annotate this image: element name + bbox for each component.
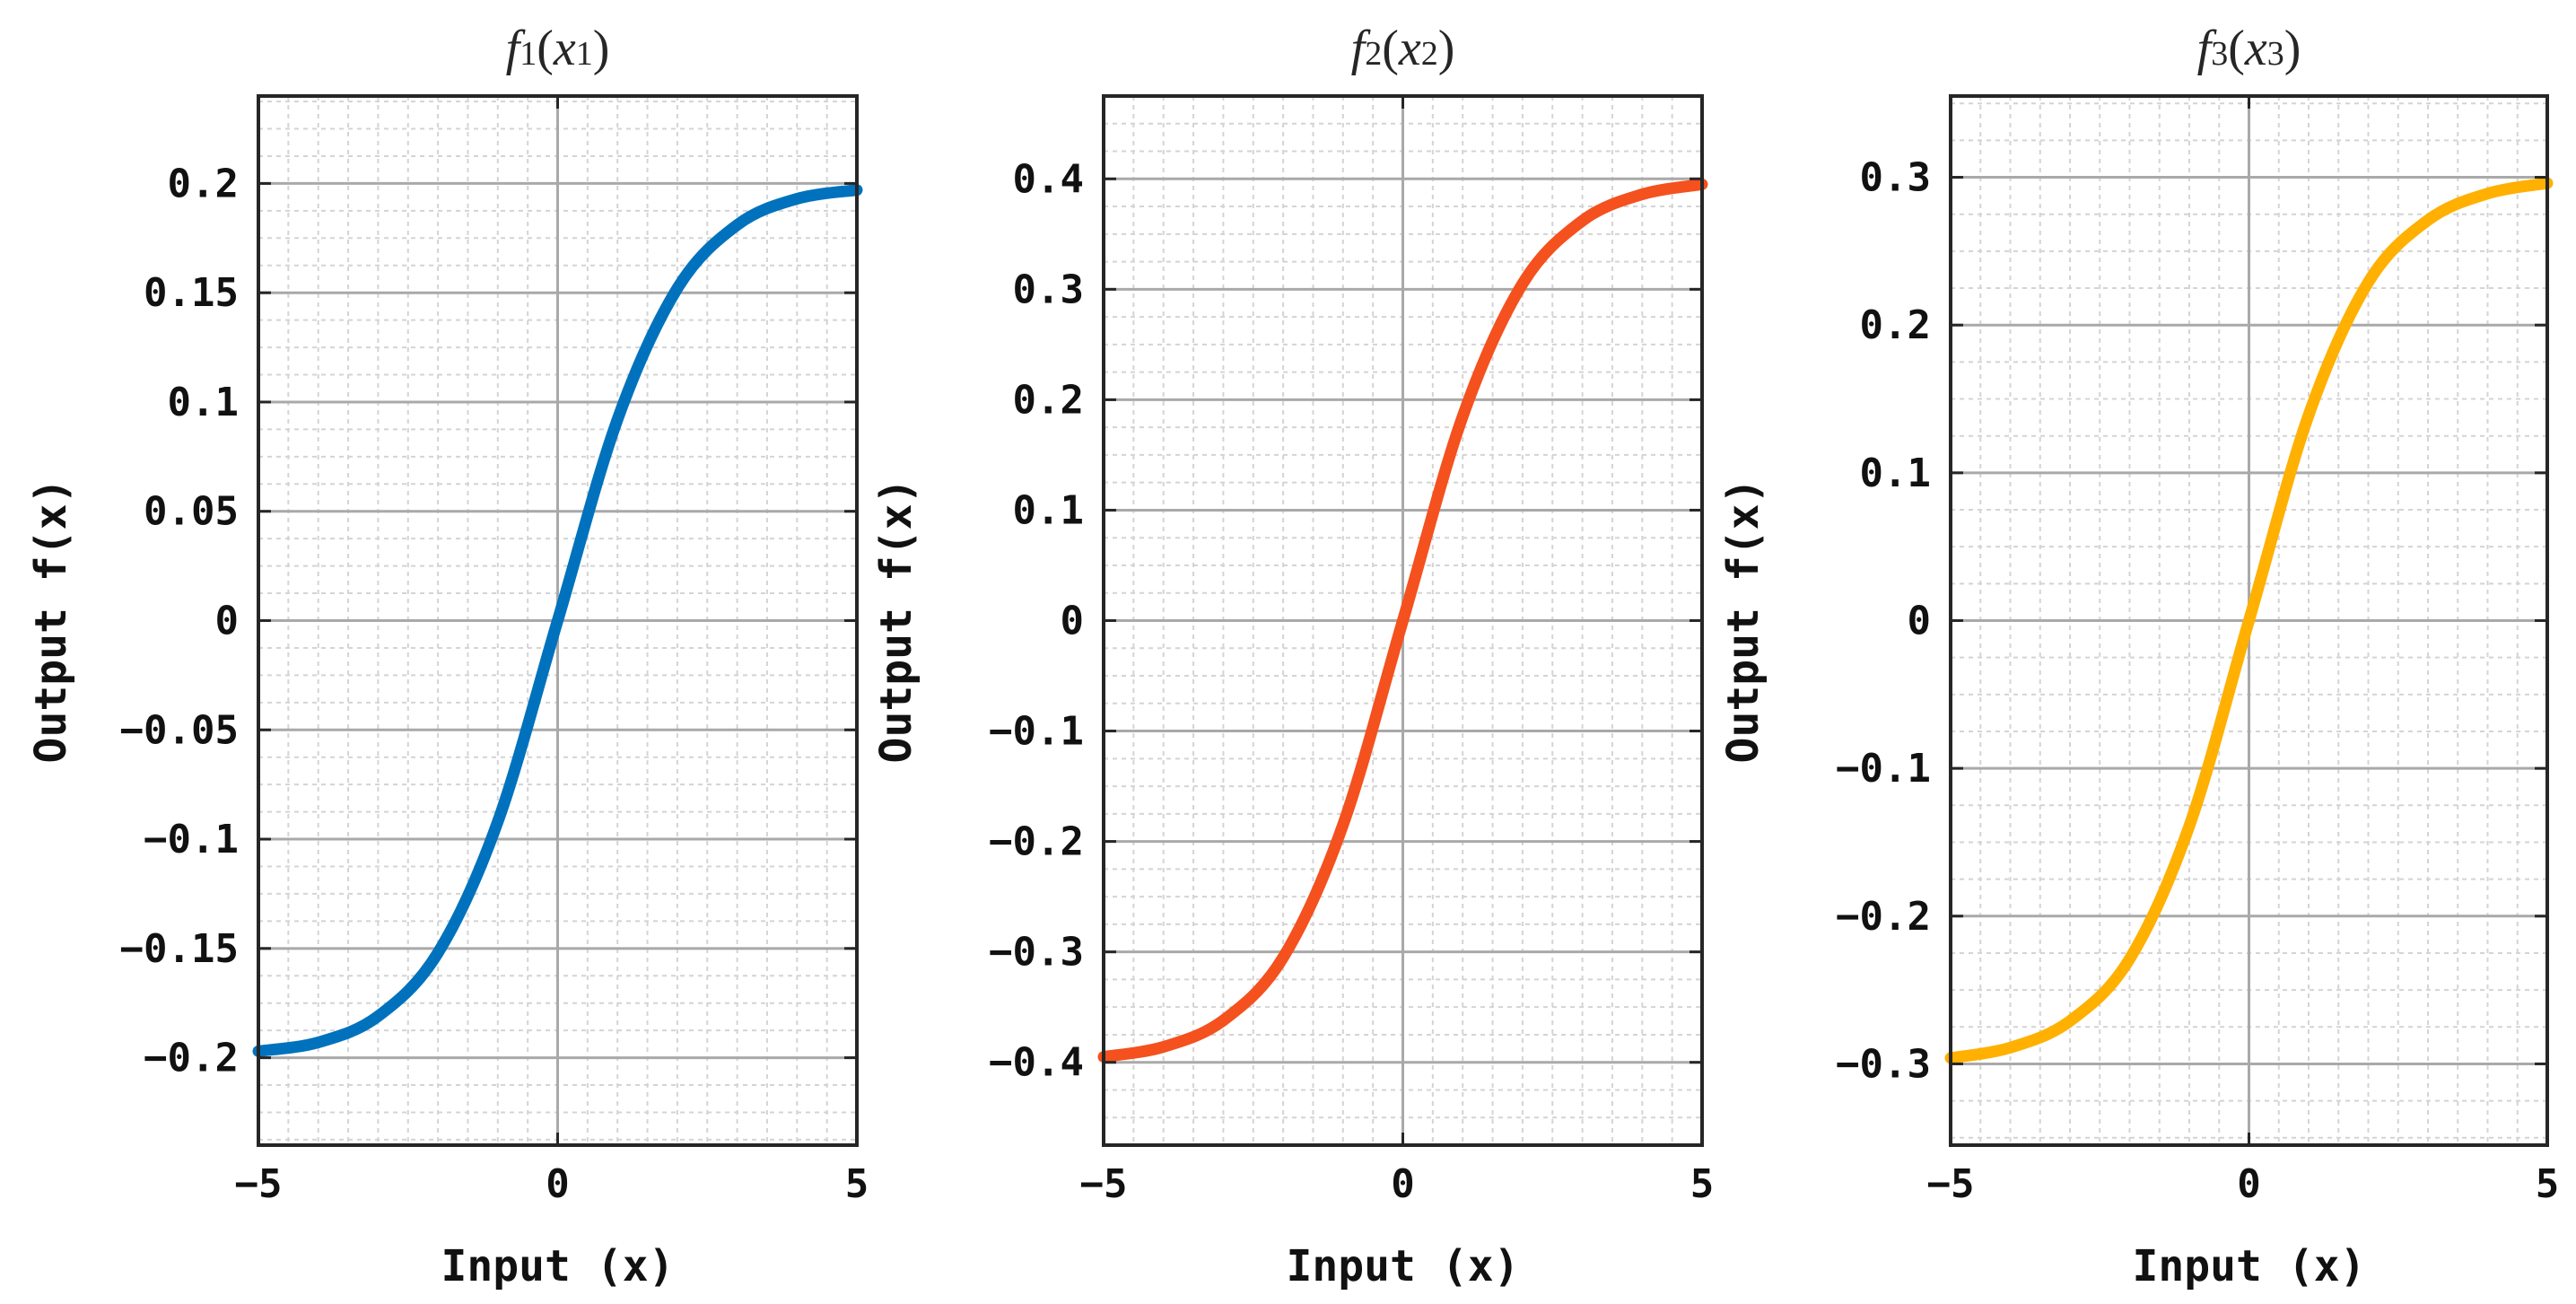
y-tick-label: −0.1	[144, 817, 239, 862]
y-tick-label: −0.3	[1836, 1041, 1931, 1087]
chart-title-part: 1	[520, 35, 537, 73]
chart-title-part: 2	[1365, 35, 1382, 73]
y-tick-label: 0.2	[1860, 302, 1931, 348]
y-axis-label: Output f(x)	[871, 478, 921, 764]
y-tick-label: 0.3	[1013, 267, 1084, 312]
chart-title-part: x	[2244, 21, 2267, 76]
chart-title-part: )	[593, 21, 610, 76]
x-axis-label: Input (x)	[1286, 1241, 1519, 1291]
y-tick-label: 0.4	[1013, 156, 1084, 202]
chart-title-part: 1	[576, 35, 593, 73]
y-tick-label: 0	[215, 599, 240, 644]
x-tick-label: 5	[2536, 1161, 2560, 1207]
chart-title-part: )	[1438, 21, 1455, 76]
y-tick-label: −0.4	[989, 1040, 1084, 1086]
chart-title: f1(x1)	[506, 21, 610, 76]
y-tick-label: −0.1	[989, 709, 1084, 755]
chart-title: f3(x3)	[2197, 21, 2301, 76]
chart-title-part: (	[1382, 21, 1399, 76]
x-tick-label: −5	[235, 1161, 283, 1207]
y-tick-label: −0.2	[1836, 894, 1931, 940]
chart-title-part: (	[537, 21, 554, 76]
y-tick-label: 0	[1061, 599, 1085, 644]
series-line-f1	[252, 184, 863, 1057]
x-tick-label: 5	[845, 1161, 869, 1207]
chart-title-part: 2	[1421, 35, 1438, 73]
subplot-f2: −5 0 5 −0.4 −0.3 −0.2 −0.1 0 0.1 0.2 0.3 0.4 Input (…	[871, 21, 1714, 1291]
subplot-f3: −5 0 5 −0.3 −0.2 −0.1 0 0.1 0.2 0.3 Input (x) Outpu…	[1718, 21, 2559, 1291]
x-axis-label: Input (x)	[2132, 1241, 2365, 1291]
chart-title-part: )	[2284, 21, 2301, 76]
y-tick-label: 0.05	[144, 489, 239, 535]
x-tick-label: 5	[1690, 1161, 1715, 1207]
y-axis-label: Output f(x)	[1718, 478, 1768, 764]
chart-title: f2(x2)	[1351, 21, 1455, 76]
y-tick-label: −0.05	[120, 707, 239, 753]
y-tick-label: −0.3	[989, 930, 1084, 976]
y-tick-label: 0	[1908, 599, 1932, 644]
chart-title-part: 3	[2267, 35, 2284, 73]
x-tick-label: 0	[2237, 1161, 2261, 1207]
chart-title-part: x	[1398, 21, 1421, 76]
chart-title-part: 3	[2211, 35, 2228, 73]
series-line-f2	[1097, 178, 1708, 1063]
x-tick-label: 0	[1391, 1161, 1415, 1207]
y-tick-label: 0.2	[168, 161, 239, 206]
y-tick-label: 0.2	[1013, 377, 1084, 423]
y-tick-label: −0.15	[120, 926, 239, 972]
x-tick-label: 0	[546, 1161, 570, 1207]
y-tick-label: −0.2	[989, 819, 1084, 865]
series-line-f3	[1944, 177, 2554, 1064]
x-tick-label: −5	[1927, 1161, 1975, 1207]
x-axis-label: Input (x)	[441, 1241, 674, 1291]
y-tick-label: 0.1	[1860, 451, 1931, 496]
y-tick-label: 0.15	[144, 270, 239, 316]
y-tick-label: 0.1	[1013, 487, 1084, 533]
chart-title-part: (	[2228, 21, 2245, 76]
subplot-f1: −5 0 5 −0.2 −0.15 −0.1 −0.05 0 0.05 0.1 0.15 0.2 Inp…	[26, 21, 869, 1291]
y-tick-label: −0.1	[1836, 746, 1931, 792]
y-axis-label: Output f(x)	[26, 478, 76, 764]
y-tick-label: 0.1	[168, 380, 239, 425]
y-tick-label: −0.2	[144, 1036, 239, 1081]
y-tick-label: 0.3	[1860, 155, 1931, 201]
chart-title-part: x	[553, 21, 576, 76]
x-tick-label: −5	[1080, 1161, 1128, 1207]
